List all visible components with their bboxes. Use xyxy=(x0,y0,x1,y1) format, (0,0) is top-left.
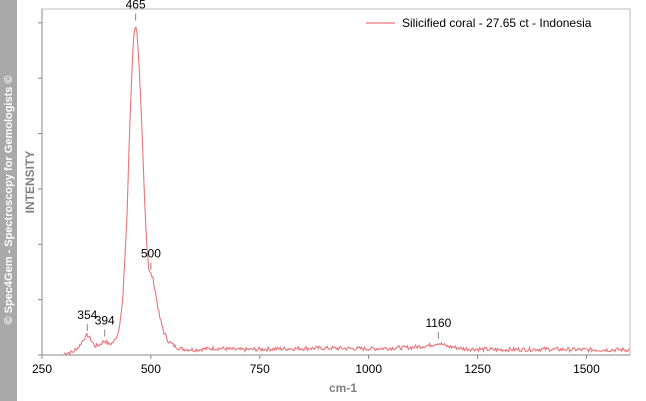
x-tick-label: 1000 xyxy=(355,362,382,376)
annotation-label: 500 xyxy=(141,247,161,261)
plot-frame xyxy=(41,8,631,356)
annotation-label: 1160 xyxy=(425,316,451,330)
x-tick-label: 500 xyxy=(141,362,161,376)
x-tick-label: 1250 xyxy=(464,362,491,376)
annotation-label: 465 xyxy=(126,0,146,12)
x-tick-label: 750 xyxy=(250,362,270,376)
legend-label: Silicified coral - 27.65 ct - Indonesia xyxy=(402,16,592,30)
annotation-label: 394 xyxy=(95,313,115,327)
legend: Silicified coral - 27.65 ct - Indonesia xyxy=(366,16,592,30)
x-axis-label: cm-1 xyxy=(329,381,357,395)
x-tick-label: 1500 xyxy=(573,362,600,376)
side-watermark-bar: © Spec4Gem - Spectroscopy for Gemologist… xyxy=(0,0,17,401)
annotation-label: 354 xyxy=(77,308,97,322)
y-axis-label: INTENSITY xyxy=(23,151,37,214)
series-line xyxy=(63,25,630,356)
x-tick-label: 250 xyxy=(32,362,52,376)
